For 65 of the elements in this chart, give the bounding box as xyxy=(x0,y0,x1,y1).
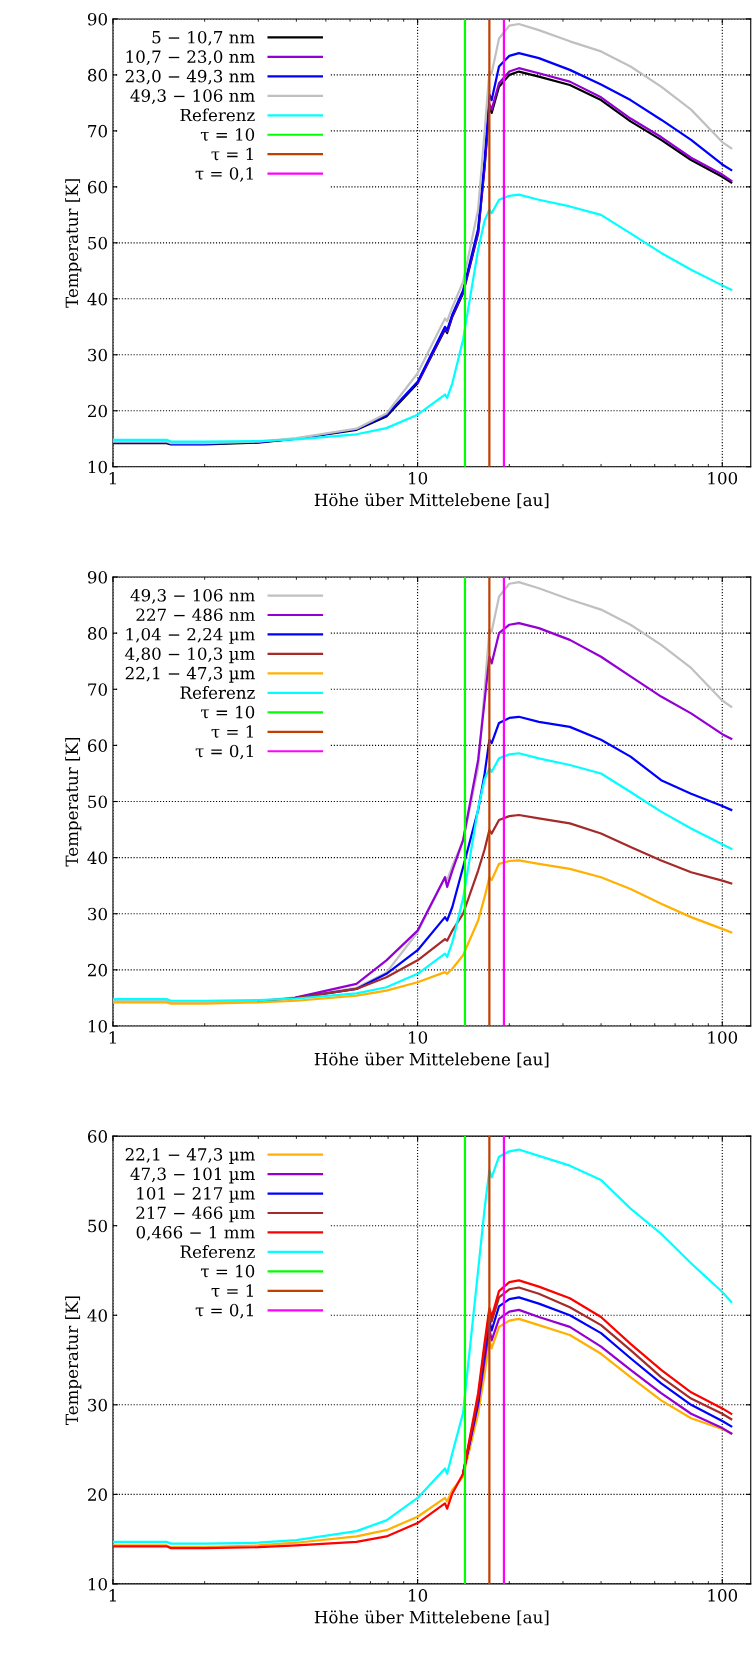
x-tick-label: 1 xyxy=(109,471,116,485)
legend-label: Referenz xyxy=(180,686,255,699)
y-tick-label: 80 xyxy=(88,627,107,640)
y-axis-title: Temperatur [K] xyxy=(65,1296,82,1425)
legend-label: 101 − 217 µm xyxy=(137,1187,255,1203)
y-tick-label: 20 xyxy=(88,1488,107,1501)
x-tick-label: 100 xyxy=(708,471,738,485)
x-tick-label: 1 xyxy=(109,1589,116,1602)
legend-label: Referenz xyxy=(180,108,255,122)
x-tick-label: 1 xyxy=(109,1031,116,1044)
y-axis-title: Temperatur [K] xyxy=(65,179,82,308)
y-tick-label: 50 xyxy=(88,795,107,809)
x-axis-title: Höhe über Mittelebene [au] xyxy=(314,493,549,509)
legend-label: 217 − 466 µm xyxy=(136,1206,255,1223)
legend-label: 49,3 − 106 nm xyxy=(130,588,255,604)
y-tick-label: 10 xyxy=(88,1577,107,1591)
y-tick-label: 50 xyxy=(88,1219,107,1233)
x-tick-label: 100 xyxy=(708,1589,738,1602)
y-tick-label: 70 xyxy=(88,124,107,138)
y-tick-label: 60 xyxy=(88,180,107,194)
legend-label: 47,3 − 101 µm xyxy=(130,1167,255,1184)
y-tick-label: 20 xyxy=(88,963,107,977)
legend-label: 1,04 − 2,24 µm xyxy=(126,627,255,644)
legend-label: 22,1 − 47,3 µm xyxy=(125,666,255,683)
legend-label: τ = 1 xyxy=(211,1284,253,1297)
x-tick-label: 10 xyxy=(409,471,428,485)
x-tick-label: 100 xyxy=(708,1031,738,1044)
y-tick-label: 60 xyxy=(88,739,107,752)
legend-label: 22,1 − 47,3 µm xyxy=(125,1148,255,1164)
y-tick-label: 40 xyxy=(87,292,107,306)
legend-label: τ = 10 xyxy=(201,705,255,719)
y-tick-label: 80 xyxy=(88,68,107,82)
y-tick-label: 30 xyxy=(88,907,107,921)
legend-label: Referenz xyxy=(180,1245,255,1259)
legend-label: 227 − 486 nm xyxy=(136,608,255,622)
legend-label: τ = 1 xyxy=(211,147,253,161)
legend-label: τ = 10 xyxy=(201,1264,255,1278)
legend-label: τ = 1 xyxy=(211,725,253,738)
y-tick-label: 90 xyxy=(87,12,107,26)
x-tick-label: 10 xyxy=(409,1031,428,1044)
x-tick-label: 10 xyxy=(409,1589,428,1602)
y-tick-label: 20 xyxy=(88,404,107,418)
legend-label: 0,466 − 1 mm xyxy=(136,1225,255,1241)
y-tick-label: 30 xyxy=(88,1398,107,1412)
y-tick-label: 40 xyxy=(87,1309,107,1322)
legend-label: τ = 0,1 xyxy=(195,1303,253,1319)
legend-label: τ = 0,1 xyxy=(195,167,253,182)
y-tick-label: 70 xyxy=(88,683,107,696)
y-tick-label: 50 xyxy=(88,236,107,250)
y-tick-label: 10 xyxy=(88,460,107,474)
legend-label: τ = 0,1 xyxy=(195,744,253,760)
y-tick-label: 30 xyxy=(88,348,107,362)
y-tick-label: 60 xyxy=(88,1130,107,1143)
y-tick-label: 90 xyxy=(87,570,107,584)
legend-label: 49,3 − 106 nm xyxy=(130,89,255,104)
legend-label: 23,0 − 49,3 nm xyxy=(125,69,255,85)
legend-label: 4,80 − 10,3 µm xyxy=(125,647,255,664)
y-tick-label: 10 xyxy=(88,1019,107,1033)
x-axis-title: Höhe über Mittelebene [au] xyxy=(314,1610,549,1626)
y-axis-title: Temperatur [K] xyxy=(65,737,82,867)
y-tick-label: 40 xyxy=(87,851,107,865)
legend-label: τ = 10 xyxy=(200,128,255,141)
legend-label: 5 − 10,7 nm xyxy=(152,30,255,46)
legend-label: 10,7 − 23,0 nm xyxy=(126,50,255,65)
x-axis-title: Höhe über Mittelebene [au] xyxy=(314,1052,549,1068)
